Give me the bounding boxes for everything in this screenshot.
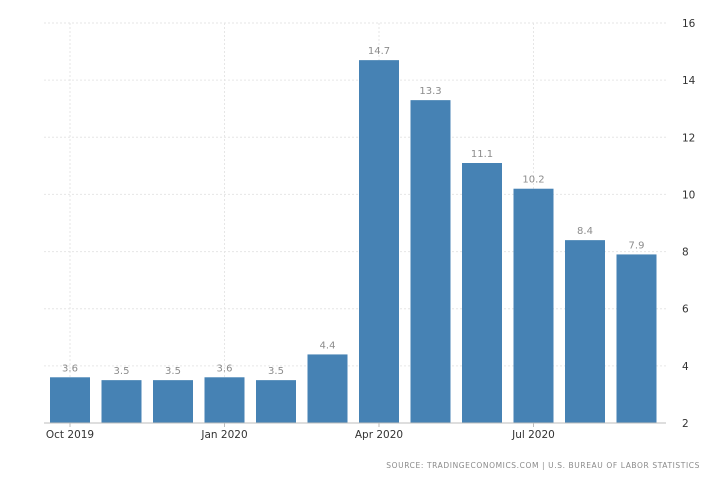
x-axis: Oct 2019 Jan 2020 Apr 2020 Jul 2020 <box>44 422 666 441</box>
y-tick-label: 4 <box>682 361 689 373</box>
y-tick-label: 16 <box>682 18 696 30</box>
bar <box>256 380 296 423</box>
data-label: 8.4 <box>577 226 593 237</box>
data-label: 3.5 <box>268 366 284 377</box>
bar <box>513 188 554 423</box>
bar <box>565 240 605 423</box>
data-label: 13.3 <box>419 86 441 97</box>
bar <box>410 100 451 424</box>
y-tick-label: 12 <box>682 132 695 144</box>
x-tick-label: Jul 2020 <box>511 429 555 441</box>
data-label: 10.2 <box>522 175 544 186</box>
value-label-layer: 3.6 3.5 3.5 3.6 3.5 4.4 14.7 13.3 11.1 10.2 8.4 7.9 <box>62 46 644 377</box>
x-tick-label: Oct 2019 <box>46 429 94 441</box>
data-label: 7.9 <box>629 240 645 251</box>
bar <box>462 163 502 423</box>
y-axis: 2 4 6 8 10 12 14 16 <box>682 18 696 430</box>
data-label: 3.6 <box>62 363 78 374</box>
x-tick-label: Apr 2020 <box>355 429 403 441</box>
bar <box>101 380 142 423</box>
source-note: SOURCE: TRADINGECONOMICS.COM | U.S. BURE… <box>386 461 700 470</box>
data-label: 3.6 <box>217 363 233 374</box>
data-label: 14.7 <box>368 46 390 57</box>
data-label: 3.5 <box>114 366 130 377</box>
y-tick-label: 8 <box>682 247 689 259</box>
bar-layer <box>50 60 657 424</box>
y-tick-label: 2 <box>682 418 689 430</box>
bar <box>616 254 657 423</box>
bar <box>50 377 90 423</box>
bar <box>204 377 245 423</box>
data-label: 3.5 <box>165 366 181 377</box>
y-tick-label: 14 <box>682 75 696 87</box>
x-tick-label: Jan 2020 <box>200 429 247 441</box>
bar <box>307 354 348 423</box>
data-label: 4.4 <box>320 340 336 351</box>
y-tick-label: 6 <box>682 304 689 316</box>
y-tick-label: 10 <box>682 189 695 201</box>
data-label: 11.1 <box>471 149 493 160</box>
bar <box>153 380 193 423</box>
bar <box>359 60 399 424</box>
